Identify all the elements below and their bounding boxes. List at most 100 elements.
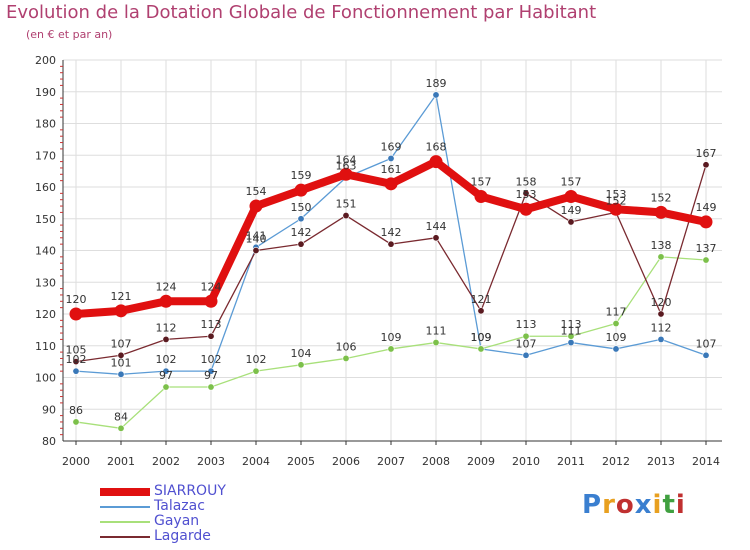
legend-item-gayan: Gayan xyxy=(100,514,226,529)
x-tick-label-2001: 2001 xyxy=(107,455,135,468)
logo-letter: t xyxy=(662,490,676,520)
data-point-gayan-2010 xyxy=(522,332,530,340)
data-point-siarrouy-2014 xyxy=(699,215,713,229)
data-point-siarrouy-2000 xyxy=(69,307,83,321)
data-label-talazac-2006: 163 xyxy=(336,159,357,172)
x-tick-label-2007: 2007 xyxy=(377,455,405,468)
data-label-siarrouy-2014: 149 xyxy=(696,201,717,214)
logo-letter: P xyxy=(582,490,603,520)
x-tick-label-2002: 2002 xyxy=(152,455,180,468)
y-tick-label-160: 160 xyxy=(35,181,56,194)
y-tick-label-120: 120 xyxy=(35,308,56,321)
x-tick-label-2000: 2000 xyxy=(62,455,90,468)
data-label-lagarde-2007: 142 xyxy=(381,226,402,239)
data-point-gayan-2008 xyxy=(432,339,440,347)
proxiti-logo: Proxiti xyxy=(582,490,686,520)
data-point-siarrouy-2006 xyxy=(339,167,353,181)
data-point-lagarde-2005 xyxy=(297,240,305,248)
data-label-gayan-2000: 86 xyxy=(69,404,83,417)
data-point-siarrouy-2002 xyxy=(159,294,173,308)
data-label-lagarde-2010: 158 xyxy=(516,175,537,188)
data-label-siarrouy-2013: 152 xyxy=(651,191,672,204)
data-label-talazac-2012: 109 xyxy=(606,331,627,344)
y-tick-label-170: 170 xyxy=(35,149,56,162)
data-point-gayan-2013 xyxy=(657,253,665,261)
data-label-talazac-2003: 102 xyxy=(201,353,222,366)
data-label-siarrouy-2005: 159 xyxy=(291,169,312,182)
data-point-siarrouy-2004 xyxy=(249,199,263,213)
data-label-talazac-2008: 189 xyxy=(426,77,447,90)
legend-item-siarrouy: SIARROUY xyxy=(100,484,226,499)
y-tick-label-140: 140 xyxy=(35,245,56,258)
data-point-talazac-2010 xyxy=(522,351,530,359)
data-label-gayan-2002: 97 xyxy=(159,369,173,382)
y-tick-label-130: 130 xyxy=(35,276,56,289)
data-point-talazac-2012 xyxy=(612,345,620,353)
data-point-gayan-2002 xyxy=(162,383,170,391)
data-point-gayan-2004 xyxy=(252,367,260,375)
data-label-talazac-2004: 141 xyxy=(246,229,267,242)
data-point-siarrouy-2011 xyxy=(564,190,578,204)
data-point-siarrouy-2007 xyxy=(384,177,398,191)
data-point-lagarde-2008 xyxy=(432,234,440,242)
y-tick-label-190: 190 xyxy=(35,86,56,99)
chart-title: Evolution de la Dotation Globale de Fonc… xyxy=(6,2,597,23)
data-label-lagarde-2005: 142 xyxy=(291,226,312,239)
data-point-siarrouy-2010 xyxy=(519,202,533,216)
data-label-gayan-2009: 109 xyxy=(471,331,492,344)
data-point-lagarde-2004 xyxy=(252,247,260,255)
chart-subtitle: (en € et par an) xyxy=(26,28,113,41)
data-label-talazac-2013: 112 xyxy=(651,321,672,334)
data-point-siarrouy-2012 xyxy=(609,202,623,216)
data-point-talazac-2011 xyxy=(567,339,575,347)
y-tick-label-110: 110 xyxy=(35,340,56,353)
data-point-lagarde-2002 xyxy=(162,335,170,343)
data-point-talazac-2014 xyxy=(702,351,710,359)
data-point-lagarde-2001 xyxy=(117,351,125,359)
data-label-gayan-2006: 106 xyxy=(336,340,357,353)
data-label-talazac-2010: 107 xyxy=(516,337,537,350)
data-label-siarrouy-2004: 154 xyxy=(246,185,267,198)
data-point-siarrouy-2003 xyxy=(204,294,218,308)
data-point-lagarde-2013 xyxy=(657,310,665,318)
data-point-siarrouy-2009 xyxy=(474,190,488,204)
data-point-siarrouy-2005 xyxy=(294,183,308,197)
y-tick-label-180: 180 xyxy=(35,118,56,131)
data-label-siarrouy-2000: 120 xyxy=(66,293,87,306)
x-tick-label-2006: 2006 xyxy=(332,455,360,468)
y-tick-label-150: 150 xyxy=(35,213,56,226)
x-tick-label-2005: 2005 xyxy=(287,455,315,468)
data-point-talazac-2000 xyxy=(72,367,80,375)
data-point-gayan-2007 xyxy=(387,345,395,353)
data-point-gayan-2003 xyxy=(207,383,215,391)
legend-swatch-gayan xyxy=(100,520,150,523)
data-label-lagarde-2011: 149 xyxy=(561,204,582,217)
axes: 80 90 100 110 120 130 140 150 160 170 180 190 200 200… xyxy=(35,54,722,468)
data-point-lagarde-2010 xyxy=(522,189,530,197)
x-tick-label-2013: 2013 xyxy=(647,455,675,468)
data-label-lagarde-2006: 151 xyxy=(336,198,357,211)
legend-item-talazac: Talazac xyxy=(100,499,226,514)
x-tick-label-2009: 2009 xyxy=(467,455,495,468)
legend-item-lagarde: Lagarde xyxy=(100,529,226,544)
data-label-siarrouy-2009: 157 xyxy=(471,176,492,189)
data-point-lagarde-2007 xyxy=(387,240,395,248)
data-label-lagarde-2003: 113 xyxy=(201,318,222,331)
data-point-gayan-2011 xyxy=(567,332,575,340)
logo-letter: r xyxy=(602,490,616,520)
data-point-talazac-2003 xyxy=(207,367,215,375)
logo-letter: o xyxy=(615,490,635,520)
legend-label-talazac: Talazac xyxy=(154,498,205,514)
data-label-siarrouy-2001: 121 xyxy=(111,290,132,303)
data-label-talazac-2005: 150 xyxy=(291,201,312,214)
y-tick-label-90: 90 xyxy=(42,403,56,416)
data-label-gayan-2013: 138 xyxy=(651,239,672,252)
legend-swatch-lagarde xyxy=(100,535,150,538)
data-label-talazac-2000: 102 xyxy=(66,353,87,366)
data-label-talazac-2014: 107 xyxy=(696,337,717,350)
x-tick-label-2008: 2008 xyxy=(422,455,450,468)
x-tick-label-2012: 2012 xyxy=(602,455,630,468)
data-label-talazac-2007: 169 xyxy=(381,140,402,153)
y-tick-label-80: 80 xyxy=(42,435,56,448)
